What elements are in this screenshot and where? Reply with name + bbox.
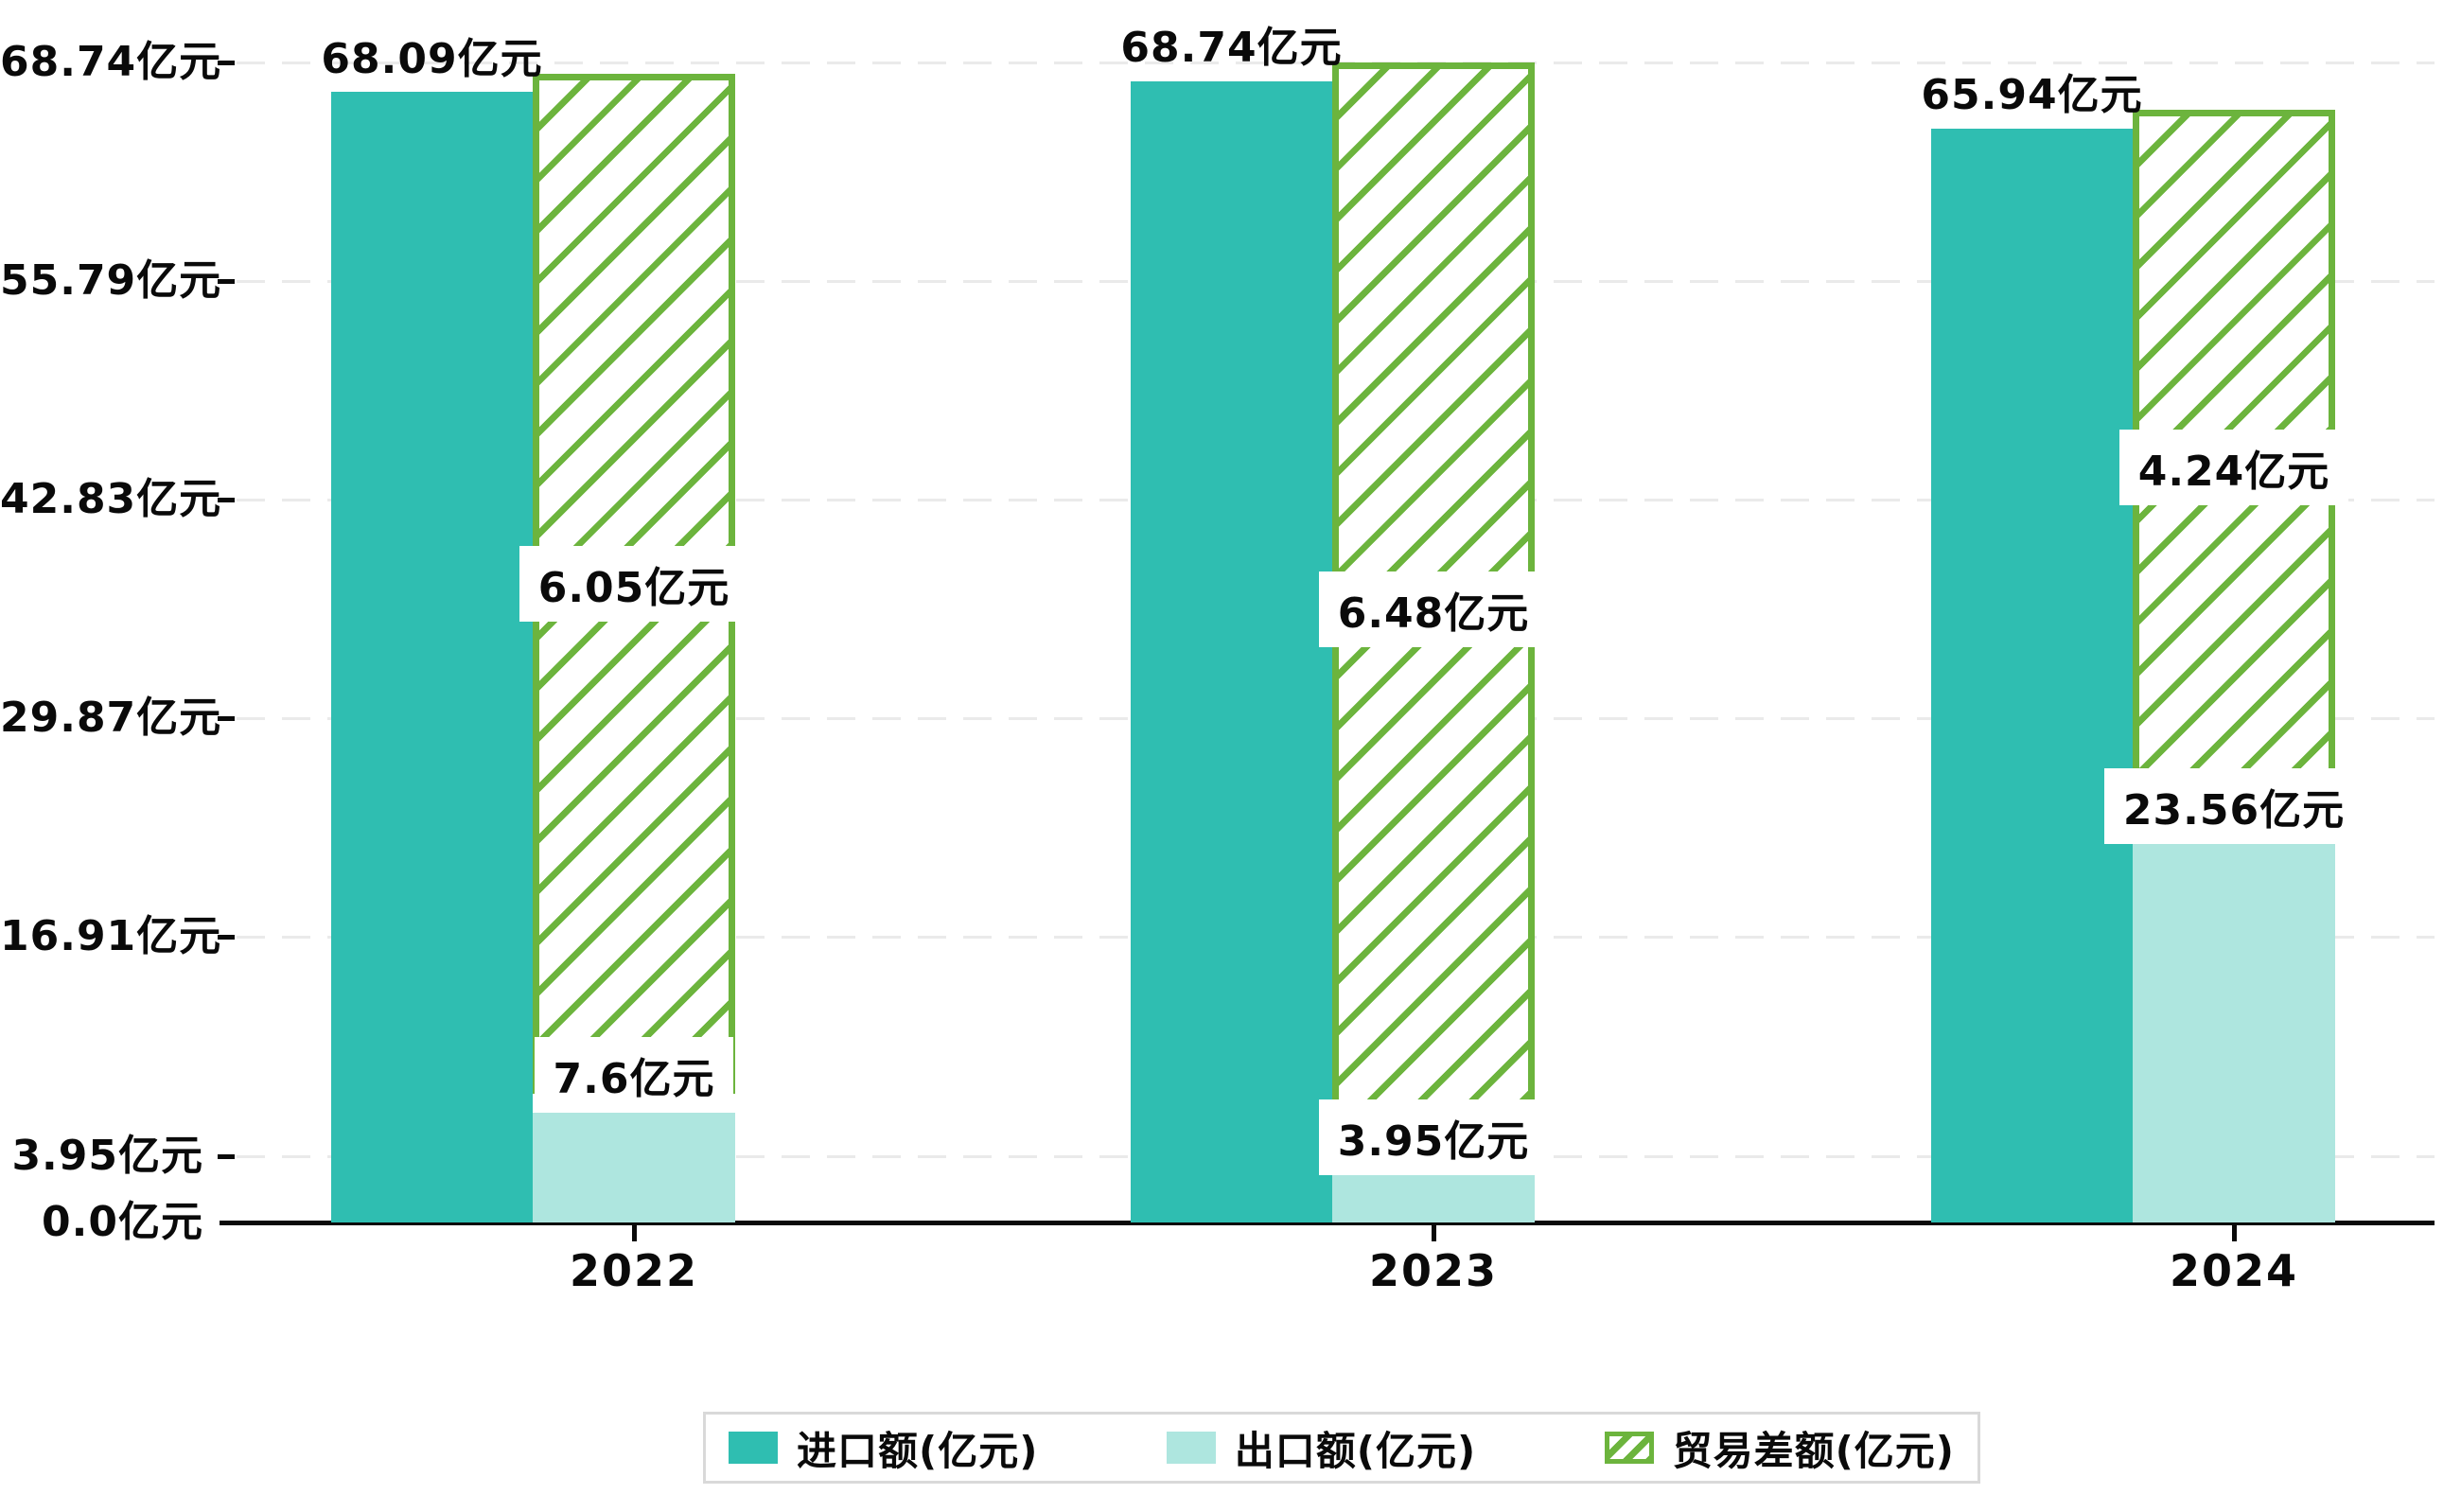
- x-tick-mark: [1432, 1222, 1436, 1241]
- y-axis-tick-label: 68.74亿元: [0, 38, 222, 87]
- trade-difference-value-text: 6.48亿元: [1318, 571, 1549, 647]
- x-axis-category-label: 2022: [569, 1245, 699, 1296]
- y-axis-tick-label: 3.95亿元: [11, 1131, 203, 1180]
- y-tick-mark: [218, 61, 235, 66]
- trade-difference-value-label: 4.24亿元: [2026, 429, 2442, 505]
- trade-difference-value-text: 4.24亿元: [2118, 429, 2349, 505]
- y-axis-tick-label: 16.91亿元: [0, 912, 222, 961]
- trade-difference-value-label: 6.05亿元: [426, 546, 842, 623]
- legend-label-trade-difference: 贸易差额(亿元): [1672, 1427, 1955, 1474]
- export-value-text: 23.56亿元: [2103, 767, 2364, 844]
- legend-item-export: 出口额(亿元): [1166, 1419, 1477, 1477]
- import-value-text: 65.94亿元: [1921, 70, 2143, 119]
- legend-item-trade-difference: 贸易差额(亿元): [1604, 1419, 1955, 1477]
- import-value-text: 68.74亿元: [1120, 24, 1343, 73]
- export-value-label: 7.6亿元: [426, 1037, 842, 1114]
- y-axis-tick-label: 42.83亿元: [0, 475, 222, 524]
- trade-difference-value-label: 6.48亿元: [1225, 571, 1642, 647]
- x-axis-line: [220, 1221, 2435, 1225]
- import-value-label: 65.94亿元: [1824, 57, 2241, 125]
- y-tick-mark: [218, 278, 235, 284]
- x-tick-mark: [632, 1222, 637, 1241]
- trade-difference-value-text: 6.05亿元: [519, 546, 749, 623]
- y-tick-mark: [218, 716, 235, 722]
- trade-difference-swatch-icon: [1604, 1432, 1654, 1464]
- y-axis-tick-label: 29.87亿元: [0, 694, 222, 743]
- y-tick-mark: [218, 1153, 235, 1159]
- legend-label-export: 出口额(亿元): [1234, 1427, 1477, 1474]
- y-tick-mark: [218, 935, 235, 941]
- import-value-text: 68.09亿元: [321, 34, 543, 83]
- export-bar: [533, 1113, 735, 1222]
- x-axis-category-label: 2023: [1368, 1245, 1499, 1296]
- import-bar: [1131, 80, 1332, 1222]
- y-axis-tick-label: 0.0亿元: [42, 1198, 203, 1246]
- export-swatch-icon: [1166, 1432, 1216, 1464]
- import-bar: [331, 92, 533, 1222]
- x-axis-category-label: 2024: [2169, 1245, 2299, 1296]
- import-bar: [1931, 128, 2133, 1222]
- export-value-label: 23.56亿元: [2026, 767, 2442, 844]
- legend-item-import: 进口额(亿元): [729, 1419, 1038, 1477]
- legend: 进口额(亿元) 出口额(亿元) 贸易差额(亿元): [703, 1412, 1980, 1484]
- y-tick-mark: [218, 498, 235, 503]
- export-value-label: 3.95亿元: [1225, 1099, 1642, 1175]
- y-axis-tick-label: 55.79亿元: [0, 255, 222, 305]
- export-bar: [2133, 843, 2335, 1222]
- x-tick-mark: [2232, 1222, 2237, 1241]
- legend-label-import: 进口额(亿元): [797, 1427, 1039, 1474]
- import-value-label: 68.74亿元: [1024, 9, 1440, 78]
- export-value-text: 7.6亿元: [534, 1037, 734, 1114]
- import-value-label: 68.09亿元: [224, 21, 641, 89]
- import-swatch-icon: [729, 1432, 778, 1464]
- export-value-text: 3.95亿元: [1318, 1099, 1549, 1175]
- export-bar: [1332, 1174, 1535, 1222]
